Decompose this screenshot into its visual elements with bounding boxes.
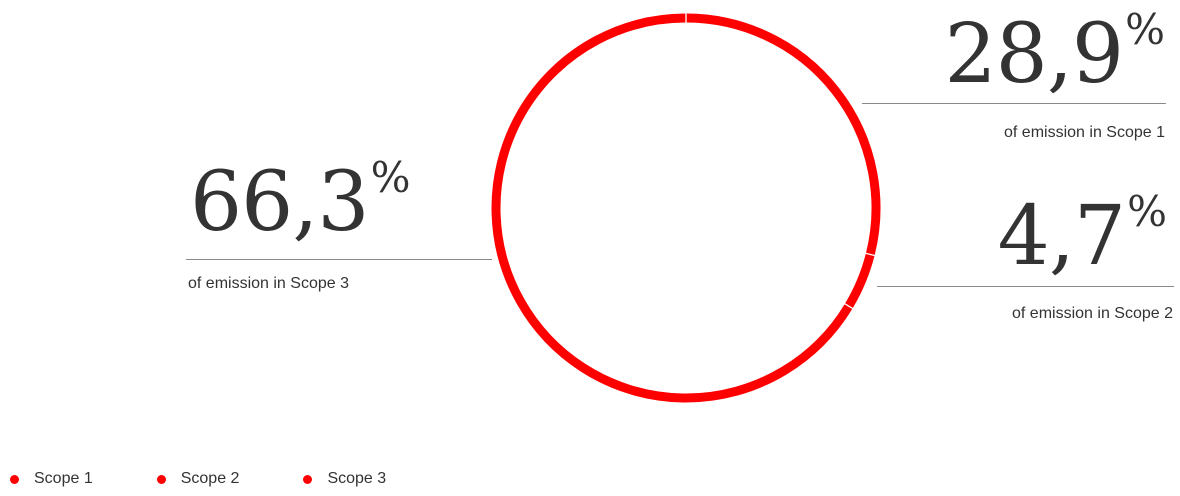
legend-item-scope2: Scope 2 — [156, 470, 240, 488]
scope1-caption: of emission in Scope 1 — [1004, 124, 1165, 141]
scope2-caption: of emission in Scope 2 — [1012, 305, 1173, 322]
legend-dot-scope3 — [303, 474, 313, 484]
donut-chart — [491, 13, 881, 403]
scope3-percent-sign: % — [370, 153, 411, 202]
legend-item-scope1: Scope 1 — [10, 470, 93, 488]
scope3-caption: of emission in Scope 3 — [188, 275, 349, 292]
legend-label-scope2: Scope 2 — [180, 470, 240, 487]
scope1-divider — [862, 103, 1166, 104]
scope2-divider — [877, 286, 1174, 287]
scope1-value-number: 28,9 — [944, 7, 1125, 102]
scope1-percent-sign: % — [1125, 5, 1165, 54]
donut-segment-scope-2 — [845, 253, 875, 308]
scope3-divider — [186, 259, 492, 260]
scope2-value-number: 4,7 — [997, 189, 1126, 284]
legend-label-scope1: Scope 1 — [34, 470, 93, 487]
legend-item-scope3: Scope 3 — [303, 470, 386, 488]
scope2-value: 4,7% — [998, 191, 1167, 278]
legend-dot-scope2 — [156, 474, 166, 484]
scope1-value: 28,9% — [945, 9, 1165, 96]
chart-legend: Scope 1 Scope 2 Scope 3 — [10, 470, 450, 488]
scope3-value-number: 66,3 — [190, 155, 370, 250]
legend-dot-scope1 — [10, 474, 19, 484]
scope3-value: 66,3% — [190, 157, 410, 244]
legend-label-scope3: Scope 3 — [327, 470, 387, 487]
donut-segment-scope-1 — [686, 13, 881, 255]
scope2-percent-sign: % — [1127, 187, 1167, 236]
donut-segment-scope-3 — [491, 13, 853, 403]
